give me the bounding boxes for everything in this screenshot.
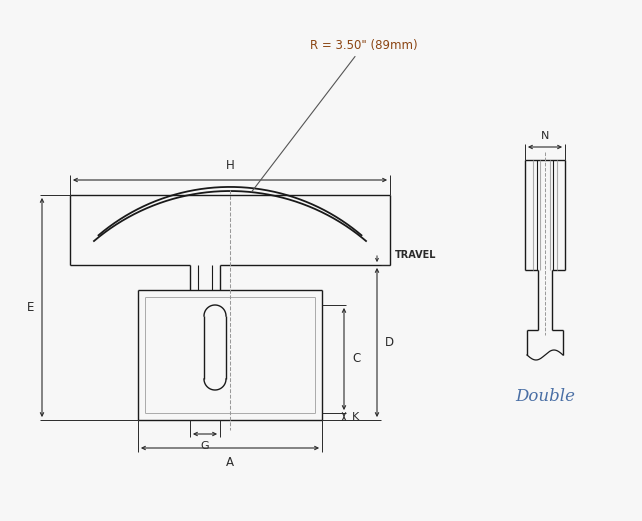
Text: H: H bbox=[225, 159, 234, 172]
Text: D: D bbox=[385, 336, 394, 349]
Text: R = 3.50" (89mm): R = 3.50" (89mm) bbox=[252, 39, 418, 192]
Text: C: C bbox=[352, 353, 360, 366]
Text: N: N bbox=[541, 131, 549, 141]
Text: E: E bbox=[26, 301, 34, 314]
Text: G: G bbox=[201, 441, 209, 451]
Text: A: A bbox=[226, 456, 234, 469]
Text: K: K bbox=[352, 412, 360, 421]
Text: Double: Double bbox=[515, 388, 575, 405]
Text: TRAVEL: TRAVEL bbox=[395, 250, 437, 260]
